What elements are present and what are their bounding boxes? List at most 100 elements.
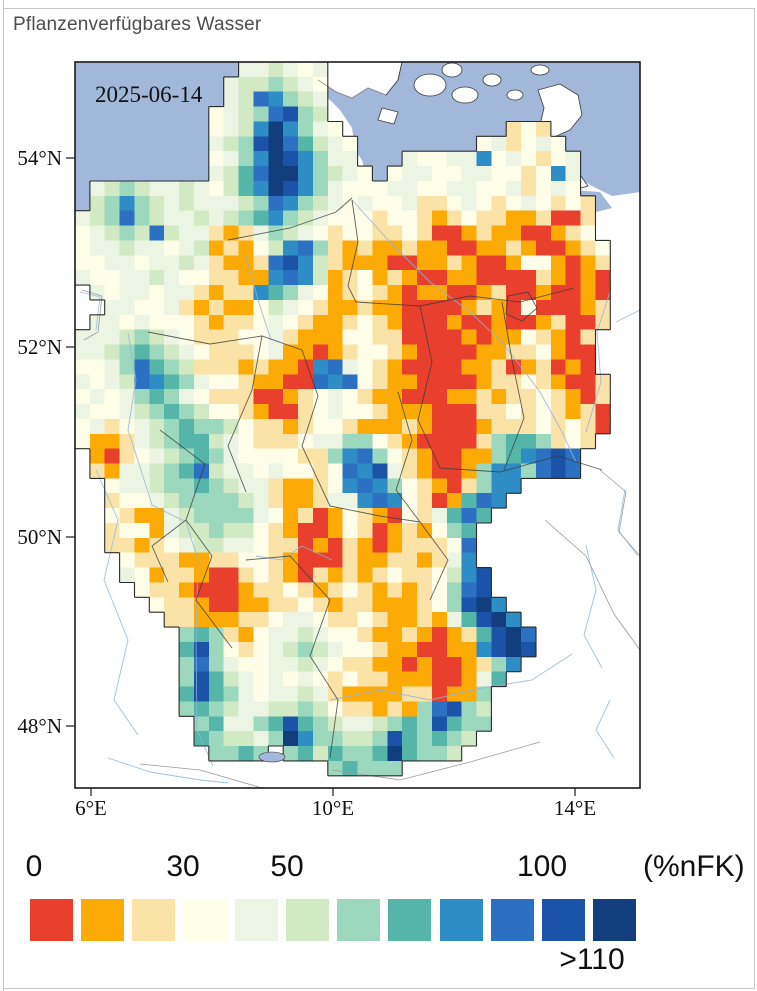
- raster-cell: [402, 404, 418, 420]
- raster-cell: [149, 463, 165, 479]
- raster-cell: [357, 448, 373, 464]
- raster-cell: [550, 433, 566, 449]
- raster-cell: [372, 448, 388, 464]
- raster-cell: [372, 656, 388, 672]
- raster-cell: [357, 567, 373, 583]
- raster-cell: [104, 255, 120, 271]
- raster-cell: [253, 374, 269, 390]
- raster-cell: [461, 166, 477, 182]
- raster-cell: [104, 299, 120, 316]
- raster-cell: [342, 731, 358, 747]
- raster-cell: [550, 418, 566, 435]
- raster-cell: [476, 270, 492, 286]
- raster-cell: [134, 359, 150, 375]
- raster-cell: [283, 166, 299, 182]
- raster-cell: [521, 374, 537, 390]
- raster-cell: [357, 478, 373, 494]
- raster-cell: [461, 582, 477, 598]
- raster-cell: [119, 299, 135, 316]
- raster-cell: [580, 255, 596, 271]
- raster-cell: [506, 656, 522, 672]
- raster-cell: [476, 433, 492, 449]
- raster-cell: [476, 344, 492, 360]
- raster-cell: [461, 344, 477, 360]
- raster-cell: [312, 463, 329, 479]
- raster-cell: [223, 523, 239, 539]
- raster-cell: [164, 225, 180, 241]
- legend-swatch: [234, 899, 278, 941]
- raster-cell: [565, 210, 581, 226]
- raster-cell: [387, 508, 403, 524]
- x-tick-label: 6°E: [75, 796, 107, 820]
- raster-cell: [461, 701, 477, 717]
- raster-cell: [357, 552, 373, 568]
- raster-cell: [565, 299, 581, 316]
- raster-cell: [298, 716, 314, 732]
- raster-cell: [327, 597, 343, 613]
- raster-cell: [461, 537, 477, 553]
- raster-cell: [208, 329, 224, 345]
- raster-cell: [194, 181, 210, 197]
- raster-cell: [402, 389, 418, 405]
- raster-cell: [491, 597, 507, 613]
- raster-cell: [446, 671, 462, 687]
- raster-cell: [357, 656, 373, 672]
- raster-cell: [372, 433, 388, 449]
- raster-cell: [550, 389, 566, 405]
- raster-cell: [550, 136, 566, 152]
- raster-cell: [149, 285, 165, 301]
- raster-cell: [357, 404, 373, 420]
- raster-cell: [476, 195, 492, 211]
- raster-cell: [580, 389, 596, 405]
- raster-cell: [595, 404, 611, 420]
- raster-cell: [357, 671, 373, 687]
- raster-cell: [119, 567, 135, 583]
- raster-cell: [283, 389, 299, 405]
- raster-cell: [312, 612, 329, 628]
- raster-cell: [283, 181, 299, 197]
- raster-cell: [312, 91, 329, 107]
- raster-cell: [179, 314, 195, 330]
- raster-cell: [565, 166, 581, 182]
- raster-cell: [89, 255, 106, 271]
- raster-cell: [194, 656, 210, 672]
- raster-cell: [387, 656, 403, 672]
- raster-cell: [461, 716, 477, 732]
- raster-cell: [417, 716, 433, 732]
- raster-cell: [149, 225, 165, 241]
- raster-cell: [506, 299, 522, 316]
- raster-cell: [298, 448, 314, 464]
- raster-cell: [268, 285, 284, 301]
- raster-cell: [253, 62, 269, 78]
- raster-cell: [134, 433, 150, 449]
- raster-cell: [327, 582, 343, 598]
- raster-cell: [387, 255, 403, 271]
- raster-cell: [104, 508, 120, 524]
- raster-cell: [75, 418, 91, 435]
- raster-cell: [75, 240, 91, 256]
- raster-cell: [446, 299, 462, 316]
- raster-cell: [208, 701, 224, 717]
- raster-cell: [506, 225, 522, 241]
- raster-cell: [208, 582, 224, 598]
- raster-cell: [446, 433, 462, 449]
- raster-cell: [134, 195, 150, 211]
- raster-cell: [357, 285, 373, 301]
- raster-cell: [580, 433, 596, 449]
- raster-cell: [238, 671, 254, 687]
- raster-cell: [208, 731, 224, 747]
- raster-cell: [491, 240, 507, 256]
- raster-cell: [134, 508, 150, 524]
- raster-cell: [476, 701, 492, 717]
- raster-cell: [431, 552, 448, 568]
- legend-tick-label: 100: [516, 850, 568, 883]
- raster-cell: [179, 463, 195, 479]
- raster-cell: [357, 240, 373, 256]
- raster-cell: [565, 181, 581, 197]
- raster-cell: [119, 493, 135, 509]
- raster-cell: [327, 463, 343, 479]
- raster-cell: [179, 493, 195, 509]
- raster-cell: [521, 181, 537, 197]
- raster-cell: [372, 374, 388, 390]
- raster-cell: [238, 76, 254, 93]
